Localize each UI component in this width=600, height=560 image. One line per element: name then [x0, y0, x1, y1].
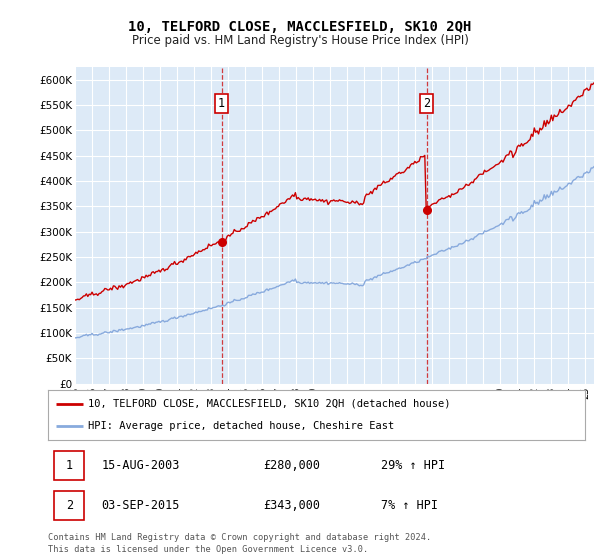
Text: 2: 2	[423, 97, 430, 110]
Text: 1: 1	[218, 97, 225, 110]
Text: 03-SEP-2015: 03-SEP-2015	[102, 500, 180, 512]
Text: 1: 1	[65, 459, 73, 472]
Text: 10, TELFORD CLOSE, MACCLESFIELD, SK10 2QH: 10, TELFORD CLOSE, MACCLESFIELD, SK10 2Q…	[128, 20, 472, 34]
Text: 10, TELFORD CLOSE, MACCLESFIELD, SK10 2QH (detached house): 10, TELFORD CLOSE, MACCLESFIELD, SK10 2Q…	[88, 399, 451, 409]
Text: £280,000: £280,000	[263, 459, 320, 472]
Text: 7% ↑ HPI: 7% ↑ HPI	[381, 500, 438, 512]
Text: £343,000: £343,000	[263, 500, 320, 512]
Text: 29% ↑ HPI: 29% ↑ HPI	[381, 459, 445, 472]
FancyBboxPatch shape	[55, 491, 84, 520]
Text: 2: 2	[65, 500, 73, 512]
Text: Price paid vs. HM Land Registry's House Price Index (HPI): Price paid vs. HM Land Registry's House …	[131, 34, 469, 46]
Text: Contains HM Land Registry data © Crown copyright and database right 2024.
This d: Contains HM Land Registry data © Crown c…	[48, 533, 431, 554]
Text: 15-AUG-2003: 15-AUG-2003	[102, 459, 180, 472]
FancyBboxPatch shape	[55, 451, 84, 480]
Text: HPI: Average price, detached house, Cheshire East: HPI: Average price, detached house, Ches…	[88, 421, 395, 431]
